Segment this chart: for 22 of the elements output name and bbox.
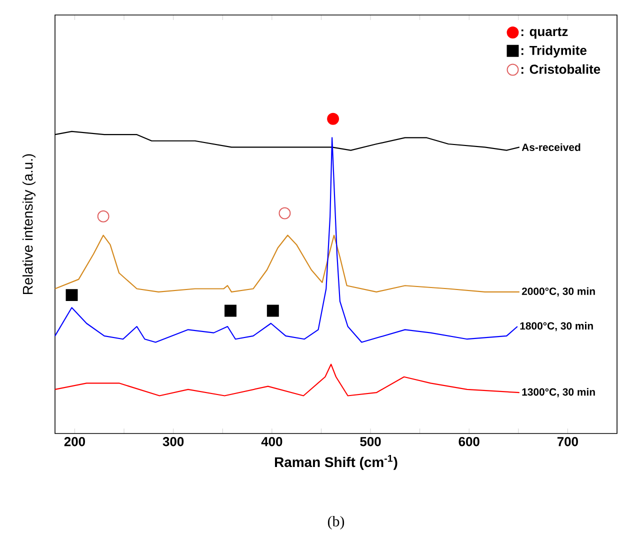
series-label: As-received [522,143,580,152]
series-label: 2000°C, 30 min [522,287,595,297]
x-axis-title: Raman Shift (cm$^{-1}$) [275,455,398,470]
x-tick-label: 600 [458,437,480,446]
x-tick-label: 400 [261,437,282,446]
text: (b) [328,516,344,530]
x-tick-label: 700 [557,437,578,446]
y-axis-title: Relative intensity (a.u.) [22,154,36,294]
x-tick-label: 200 [64,437,85,446]
point [66,289,78,302]
point [278,207,291,220]
x-tick-label: 500 [360,437,381,446]
series-label: 1800°C, 30 min [520,322,593,332]
x-tick-label: 300 [162,437,184,446]
point [327,112,340,125]
legend-label: : Tridymite [521,45,586,58]
legend-label: : Cristobalite [521,64,600,74]
point [224,304,236,317]
legend-label: : quartz [521,28,568,39]
point [97,210,110,222]
point [266,304,279,317]
series-label: 1300°C, 30 min [522,388,595,398]
